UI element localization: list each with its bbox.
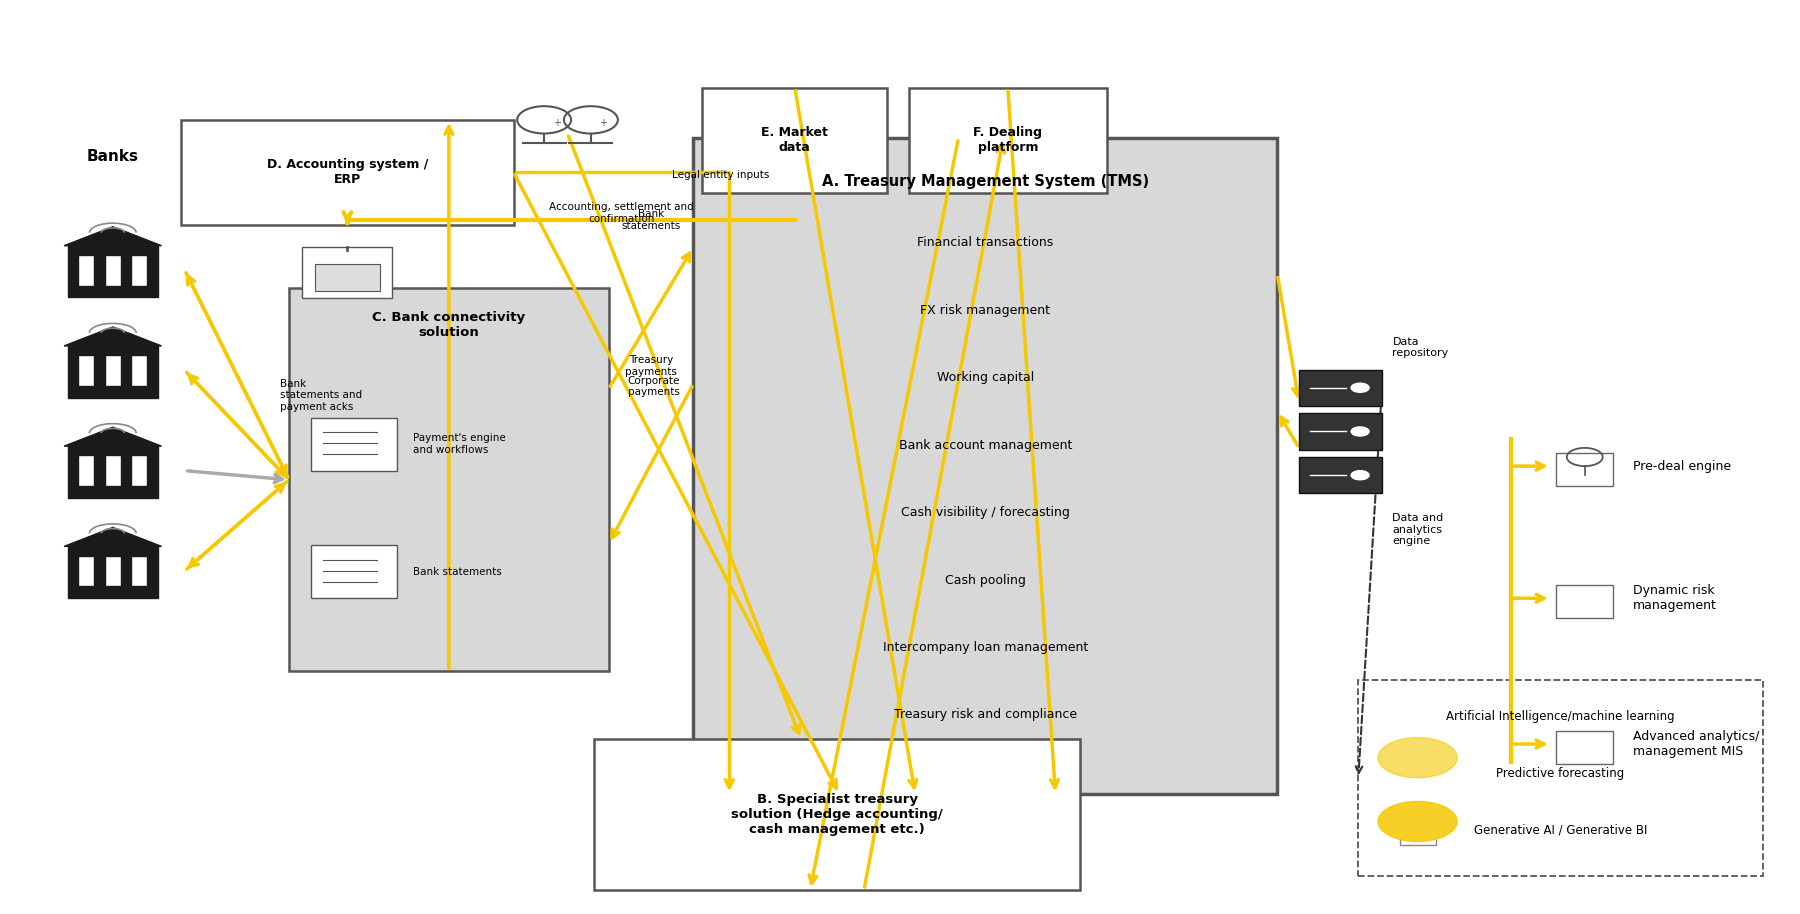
Circle shape [1352,383,1370,392]
Text: Bank
statements and
payment acks: Bank statements and payment acks [281,379,362,412]
Text: Cash visibility / forecasting: Cash visibility / forecasting [902,506,1069,519]
Circle shape [1379,738,1458,778]
FancyBboxPatch shape [121,556,131,586]
Text: Cash pooling: Cash pooling [945,573,1026,587]
Text: +: + [599,118,607,128]
Circle shape [1379,802,1458,842]
FancyBboxPatch shape [94,355,104,386]
Circle shape [1352,427,1370,436]
FancyBboxPatch shape [68,556,77,586]
Text: Data
repository: Data repository [1393,337,1449,358]
FancyBboxPatch shape [702,88,887,193]
Text: B. Specialist treasury
solution (Hedge accounting/
cash management etc.): B. Specialist treasury solution (Hedge a… [731,793,943,836]
FancyBboxPatch shape [1300,413,1382,450]
Polygon shape [65,327,162,345]
Text: Treasury
payments: Treasury payments [625,355,677,377]
FancyBboxPatch shape [148,355,158,386]
Text: Bank statements: Bank statements [412,567,502,577]
FancyBboxPatch shape [311,418,396,471]
Text: Intercompany loan management: Intercompany loan management [882,641,1087,654]
Text: Banks: Banks [86,149,139,164]
Text: Artificial Intelligence/machine learning: Artificial Intelligence/machine learning [1445,710,1674,723]
Polygon shape [65,527,162,547]
FancyBboxPatch shape [148,556,158,586]
FancyBboxPatch shape [68,455,77,486]
Text: Accounting, settlement and
confirmation: Accounting, settlement and confirmation [549,202,693,224]
Polygon shape [65,227,162,246]
FancyBboxPatch shape [68,355,77,386]
FancyBboxPatch shape [315,264,380,292]
FancyBboxPatch shape [68,446,158,455]
Text: Generative AI / Generative BI: Generative AI / Generative BI [1474,824,1647,836]
FancyBboxPatch shape [302,248,392,298]
FancyBboxPatch shape [121,255,131,285]
FancyBboxPatch shape [1555,453,1613,486]
Text: E. Market
data: E. Market data [761,126,828,154]
FancyBboxPatch shape [290,289,608,671]
FancyBboxPatch shape [148,255,158,285]
FancyBboxPatch shape [1300,369,1382,406]
FancyBboxPatch shape [311,546,396,599]
FancyBboxPatch shape [1359,680,1762,877]
Text: D. Accounting system /
ERP: D. Accounting system / ERP [266,158,428,186]
FancyBboxPatch shape [68,547,158,556]
Text: Bank account management: Bank account management [898,439,1073,452]
Text: Treasury risk and compliance: Treasury risk and compliance [895,708,1076,721]
FancyBboxPatch shape [68,486,158,498]
FancyBboxPatch shape [1555,586,1613,618]
Text: Predictive forecasting: Predictive forecasting [1496,767,1625,780]
FancyBboxPatch shape [693,138,1278,794]
FancyBboxPatch shape [68,386,158,398]
Text: Legal entity inputs: Legal entity inputs [671,169,769,179]
Text: Working capital: Working capital [936,371,1033,384]
Circle shape [1352,471,1370,480]
FancyBboxPatch shape [94,255,104,285]
FancyBboxPatch shape [909,88,1107,193]
Text: Dynamic risk
management: Dynamic risk management [1633,584,1717,612]
FancyBboxPatch shape [148,455,158,486]
Text: F. Dealing
platform: F. Dealing platform [974,126,1042,154]
Text: Data and
analytics
engine: Data and analytics engine [1393,514,1444,547]
FancyBboxPatch shape [182,120,513,225]
Text: A. Treasury Management System (TMS): A. Treasury Management System (TMS) [823,175,1148,189]
Text: C. Bank connectivity
solution: C. Bank connectivity solution [373,311,526,339]
FancyBboxPatch shape [94,556,104,586]
FancyBboxPatch shape [1300,457,1382,494]
FancyBboxPatch shape [68,586,158,598]
FancyBboxPatch shape [68,255,77,285]
Text: Pre-deal engine: Pre-deal engine [1633,460,1732,473]
Text: Advanced analytics/
management MIS: Advanced analytics/ management MIS [1633,730,1760,758]
FancyBboxPatch shape [94,455,104,486]
FancyBboxPatch shape [68,285,158,297]
Polygon shape [65,427,162,446]
Text: Payment's engine
and workflows: Payment's engine and workflows [412,433,506,455]
Text: Financial transactions: Financial transactions [918,237,1053,250]
FancyBboxPatch shape [68,345,158,355]
Text: Corporate
payments: Corporate payments [628,376,680,398]
FancyBboxPatch shape [121,355,131,386]
Text: Bank
statements: Bank statements [621,209,680,231]
FancyBboxPatch shape [68,246,158,255]
FancyBboxPatch shape [1555,731,1613,764]
Text: +: + [553,118,562,128]
Text: FX risk management: FX risk management [920,303,1051,317]
FancyBboxPatch shape [121,455,131,486]
FancyBboxPatch shape [594,739,1080,890]
